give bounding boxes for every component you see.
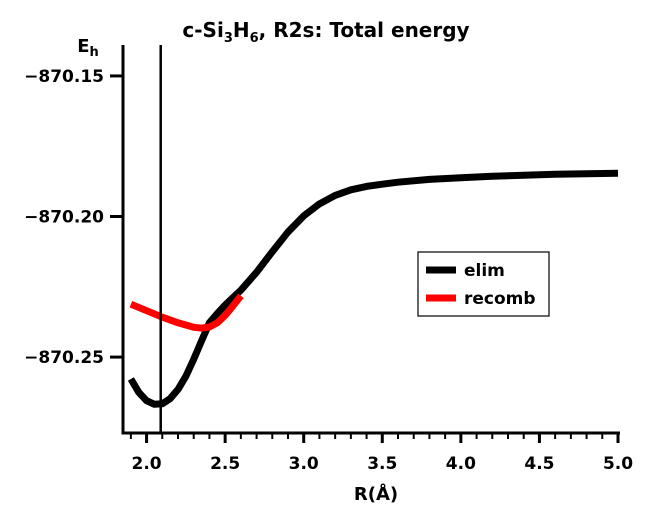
x-tick-label: 4.0 <box>446 454 476 474</box>
x-tick-label: 2.5 <box>210 454 240 474</box>
axis-ticks: 2.0 2.5 3.0 3.5 4.0 4.5 5.0 −870.15 −870.20 −870.… <box>24 67 633 474</box>
x-axis-label: R(Å) <box>354 482 398 505</box>
x-tick-label: 2.0 <box>132 454 162 474</box>
series-line-elim <box>127 169 619 408</box>
legend-box <box>417 251 550 317</box>
y-axis-label: Eh <box>77 36 99 60</box>
chart-title: c-Si3H6, R2s: Total energy <box>182 18 469 46</box>
legend-label-elim: elim <box>464 261 505 281</box>
x-tick-label: 4.5 <box>524 454 554 474</box>
x-tick-label: 3.0 <box>289 454 319 474</box>
y-tick-label: −870.25 <box>24 348 104 368</box>
series-line-recomb <box>129 293 244 332</box>
x-tick-label: 3.5 <box>367 454 397 474</box>
series-layer <box>127 169 619 408</box>
legend: elim recomb <box>417 251 550 317</box>
y-tick-label: −870.15 <box>24 67 104 87</box>
legend-label-recomb: recomb <box>464 289 536 309</box>
x-tick-label: 5.0 <box>603 454 633 474</box>
y-tick-label: −870.20 <box>24 208 104 228</box>
